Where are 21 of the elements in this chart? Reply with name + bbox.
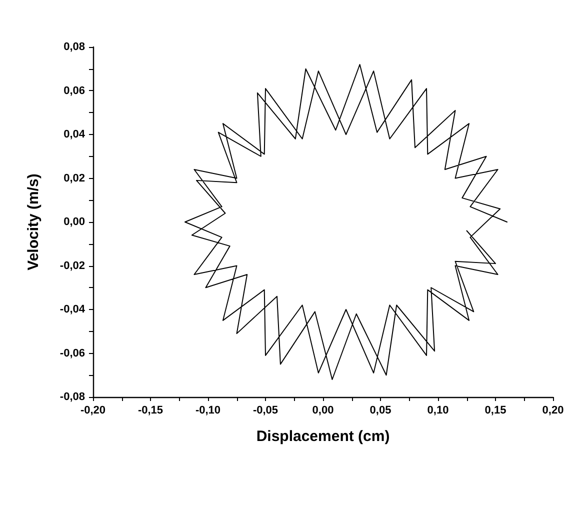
y-tick-label: 0,04 bbox=[64, 128, 86, 140]
y-axis-title: Velocity (m/s) bbox=[25, 174, 42, 270]
y-tick-label: 0,06 bbox=[64, 84, 85, 97]
y-tick-label: 0,08 bbox=[64, 41, 85, 53]
x-axis-title: Displacement (cm) bbox=[256, 428, 390, 445]
y-tick-label: 0,00 bbox=[64, 216, 85, 228]
y-tick-label: -0,02 bbox=[60, 260, 85, 272]
x-tick-label: -0,20 bbox=[80, 404, 106, 416]
x-tick-label: 0,15 bbox=[484, 404, 506, 416]
x-tick-label: -0,05 bbox=[252, 404, 278, 416]
x-tick-label: 0,00 bbox=[312, 404, 334, 416]
y-tick-label: 0,02 bbox=[64, 172, 85, 184]
line-series bbox=[184, 64, 508, 380]
y-tick-label: -0,06 bbox=[60, 347, 85, 360]
x-tick-label: -0,10 bbox=[195, 404, 221, 416]
x-tick-label: 0,05 bbox=[370, 404, 392, 416]
x-tick-label: 0,10 bbox=[427, 404, 449, 416]
y-tick-label: -0,04 bbox=[60, 304, 86, 316]
x-tick-label: -0,15 bbox=[138, 404, 164, 416]
y-tick-label: -0,08 bbox=[60, 391, 85, 403]
x-tick-label: 0,20 bbox=[542, 404, 564, 416]
